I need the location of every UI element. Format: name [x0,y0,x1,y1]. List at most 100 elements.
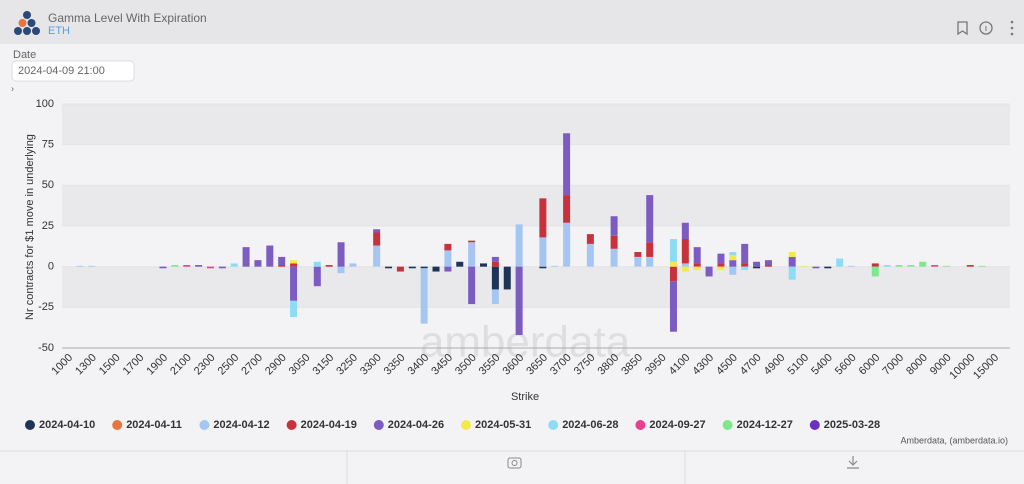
info-icon[interactable] [979,21,993,35]
bar-segment [515,266,523,335]
legend-swatch [635,420,646,430]
bar-segment [693,266,701,270]
legend-label[interactable]: 2024-04-19 [301,419,357,431]
bookmark-icon[interactable] [957,21,968,36]
bar-segment [491,289,499,305]
bar-segment [171,265,179,267]
bar-segment [88,265,96,267]
bar-segment [943,265,951,267]
bar-segment [563,222,571,267]
legend-label[interactable]: 2024-04-11 [126,419,182,431]
bar-segment [907,265,915,267]
legend-swatch [461,420,471,430]
bar-segment [634,252,642,257]
credit: Amberdata, (amberdata.io) [900,435,1008,445]
bar-segment [491,261,499,267]
bar-segment [385,266,393,269]
bar-segment [313,266,321,287]
bar-segment [254,260,262,267]
y-axis-title: Nr contracts for $1 move in underlying [24,134,36,320]
bar-segment [646,195,654,243]
bar-segment [420,266,428,269]
bar-segment [812,266,820,269]
bar-segment [717,263,725,267]
legend-swatch [112,420,123,430]
bar-segment [420,268,428,324]
bar-segment [373,245,381,267]
legend-label[interactable]: 2024-12-27 [737,419,793,431]
bar-segment [717,253,725,264]
legend-label[interactable]: 2024-05-31 [475,419,531,431]
bar-segment [753,266,761,269]
bar-segment [337,266,345,274]
legend-swatch [199,420,210,430]
bar-segment [183,265,191,267]
menu-icon[interactable] [1010,20,1014,36]
bar-segment [895,265,903,267]
bar-segment [764,265,772,267]
download-button[interactable] [847,456,859,469]
filter-label: Date [13,49,36,61]
bar-segment [764,260,772,266]
logo [14,11,40,35]
bar-segment [634,256,642,267]
bar-segment [729,252,737,256]
y-tick-label: 25 [42,220,54,232]
bar-segment [610,235,618,249]
bar-segment [681,266,689,272]
bar-segment [444,266,452,272]
bar-segment [349,263,357,267]
legend-label[interactable]: 2024-06-28 [562,419,618,431]
bar-segment [871,266,879,277]
bar-segment [539,237,547,267]
bar-segment [586,234,594,244]
y-tick-label: 100 [36,98,54,110]
legend-swatch [722,420,733,430]
bar-segment [836,258,844,267]
bar-segment [788,266,796,280]
camera-button[interactable] [507,457,522,469]
bar-segment [396,266,404,272]
grid-band [62,266,1010,308]
bar-segment [373,229,381,233]
grid-band [62,185,1010,226]
bar-segment [646,256,654,267]
bar-segment [539,266,547,269]
bar-segment [278,265,286,267]
bar-segment [824,266,832,269]
date-input[interactable] [11,60,135,82]
bar-segment [729,266,737,275]
bar-segment [931,265,939,267]
bar-segment [468,242,476,267]
bar-segment [705,266,713,277]
bar-segment [432,266,440,272]
bar-segment [373,232,381,246]
bar-segment [503,266,511,290]
bar-segment [966,265,974,267]
date-value: 2024-04-09 21:00 [18,65,105,77]
legend-label[interactable]: 2024-04-10 [39,419,95,431]
grid-band [62,104,1010,145]
bar-segment [444,250,452,267]
bar-segment [681,239,689,264]
bar-segment [669,281,677,332]
expand-arrow[interactable]: › [11,83,14,93]
bar-segment [800,265,808,267]
asset: ETH [48,25,70,37]
bar-segment [159,266,167,269]
legend-label[interactable]: 2024-04-12 [213,419,269,431]
bar-segment [563,133,571,196]
bar-segment [729,260,737,267]
y-tick-label: -25 [38,301,54,313]
legend-label[interactable]: 2024-04-26 [388,419,444,431]
bar-segment [729,255,737,261]
bar-segment [610,248,618,267]
legend-label[interactable]: 2024-09-27 [649,419,705,431]
bar-segment [788,256,796,267]
watermark: amberdata [420,318,631,367]
bar-segment [883,265,891,267]
legend-label[interactable]: 2025-03-28 [824,419,880,431]
bar-segment [290,300,298,318]
